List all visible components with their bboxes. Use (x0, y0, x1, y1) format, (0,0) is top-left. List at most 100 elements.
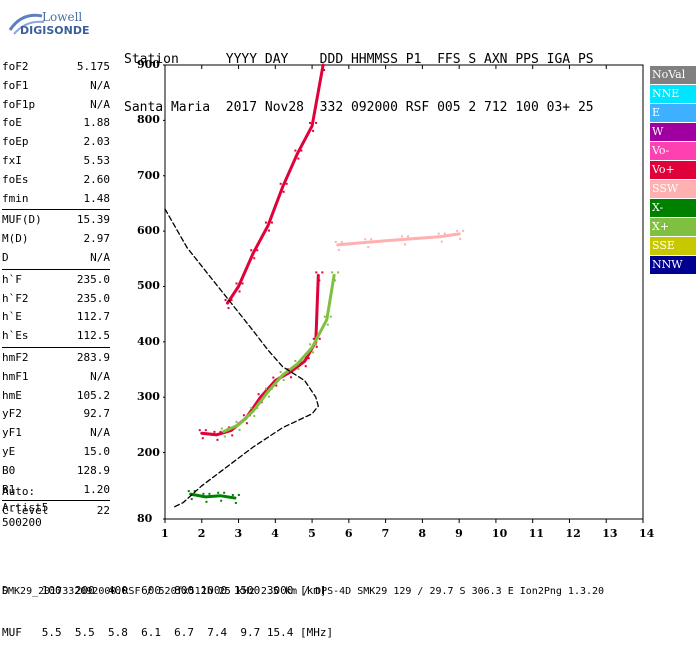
echo-point (294, 359, 297, 362)
echo-point (201, 437, 204, 440)
echo-point (304, 365, 307, 368)
echo-point (315, 345, 318, 348)
echo-point (205, 500, 208, 503)
echo-point (198, 429, 201, 432)
station-header: Station YYYY DAY DDD HHMMSS P1 FFS S AXN… (124, 20, 684, 132)
logo-text-digisonde: DIGISONDE (20, 24, 90, 37)
param-name: D (2, 250, 9, 264)
echo-point (264, 387, 267, 390)
param-row: foF1p N/A (2, 96, 110, 115)
echo-point (401, 235, 403, 238)
echo-point (300, 359, 303, 362)
echo-point (315, 343, 318, 346)
param-name: hmF2 (2, 350, 29, 364)
param-row: foF2 5.175 (2, 58, 110, 77)
echo-point (300, 149, 303, 152)
echo-point (267, 229, 270, 232)
logo-swoosh-icon (8, 13, 45, 35)
header-values-row: Santa Maria 2017 Nov28 332 092000 RSF 00… (124, 100, 594, 115)
param-row: yE 15.0 (2, 443, 110, 462)
auto-version: 500200 (2, 516, 42, 529)
echo-point (282, 190, 285, 193)
param-value: 235.0 (76, 272, 110, 286)
param-row: D N/A (2, 249, 110, 268)
y-tick-label: 300 (137, 390, 160, 404)
param-row: h`F 235.0 (2, 271, 110, 290)
echo-point (285, 182, 288, 185)
header-labels-row: Station YYYY DAY DDD HHMMSS P1 FFS S AXN… (124, 52, 594, 67)
echo-point (323, 315, 326, 318)
echo-point (250, 249, 253, 252)
echo-point (437, 232, 440, 235)
echo-point (340, 240, 343, 243)
echo-point (285, 371, 288, 374)
param-name: h`E (2, 310, 22, 324)
echo-point (370, 238, 373, 241)
echo-point (241, 420, 244, 423)
echo-point (282, 379, 285, 382)
param-value: 1.88 (83, 116, 111, 130)
echo-point (250, 407, 253, 410)
param-name: foE (2, 116, 22, 130)
echo-point (235, 282, 238, 285)
param-value: 1.48 (83, 191, 111, 205)
param-group-divider (2, 500, 110, 502)
y-tick-label: 500 (137, 279, 160, 293)
param-value: 283.9 (76, 350, 110, 364)
x-tick-label: 5 (308, 527, 316, 540)
param-name: hmF1 (2, 369, 29, 383)
y-tick-label: 600 (137, 224, 160, 238)
echo-point (294, 149, 297, 152)
param-value: 15.0 (83, 444, 111, 458)
echo-point (257, 393, 260, 396)
x-tick-label: 12 (565, 527, 581, 540)
param-name: yE (2, 444, 16, 458)
legend-item-noval: NoVal (650, 66, 696, 84)
echo-point (309, 121, 312, 124)
x-tick-label: 2 (197, 527, 206, 540)
ionogram-plot (163, 63, 644, 523)
echo-point (241, 282, 244, 285)
echo-point (227, 307, 230, 310)
legend-item-nne: NNE (650, 85, 696, 103)
echo-point (318, 279, 321, 282)
echo-point (404, 243, 406, 246)
param-row: yF2 92.7 (2, 405, 110, 424)
echo-point (443, 232, 446, 235)
param-row: hmF2 283.9 (2, 349, 110, 368)
x-tick-label: 1 (161, 527, 169, 540)
echo-point (312, 129, 315, 132)
echo-point (315, 271, 318, 274)
param-group-divider (2, 346, 110, 348)
echo-point (462, 229, 465, 232)
x-tick-label: 8 (418, 527, 427, 540)
echo-point (318, 337, 321, 340)
legend-item-vo-: Vo+ (650, 161, 696, 179)
param-value: 235.0 (76, 291, 110, 305)
echo-point (323, 69, 326, 71)
param-value: 92.7 (83, 407, 111, 421)
param-value: N/A (90, 250, 110, 264)
polarization-legend: NoVal NNE E W Vo- Vo+ SSW X- X+ SSE NNW (650, 66, 696, 275)
param-name: B0 (2, 463, 16, 477)
echo-point (190, 498, 193, 501)
echo-point (364, 238, 367, 241)
y-tick-label: 700 (137, 168, 160, 182)
param-row: foEs 2.60 (2, 171, 110, 190)
echo-point (217, 491, 220, 494)
echo-point (237, 493, 240, 496)
param-name: fxI (2, 153, 22, 167)
param-value: 112.7 (76, 310, 110, 324)
param-value: 5.53 (83, 153, 111, 167)
echo-point (256, 407, 259, 410)
echo-point (231, 493, 234, 496)
param-name: h`F (2, 272, 22, 286)
auto-software: Artist5 (2, 500, 49, 514)
param-name: foF2 (2, 60, 29, 73)
param-name: yF1 (2, 426, 22, 440)
param-group-divider (2, 209, 110, 211)
param-value: N/A (90, 426, 110, 440)
echo-point (230, 299, 233, 302)
param-value: 105.2 (76, 388, 110, 402)
file-info-footer: SMK29_2017332092000.RSF / 520fx512h 25 k… (2, 586, 605, 597)
